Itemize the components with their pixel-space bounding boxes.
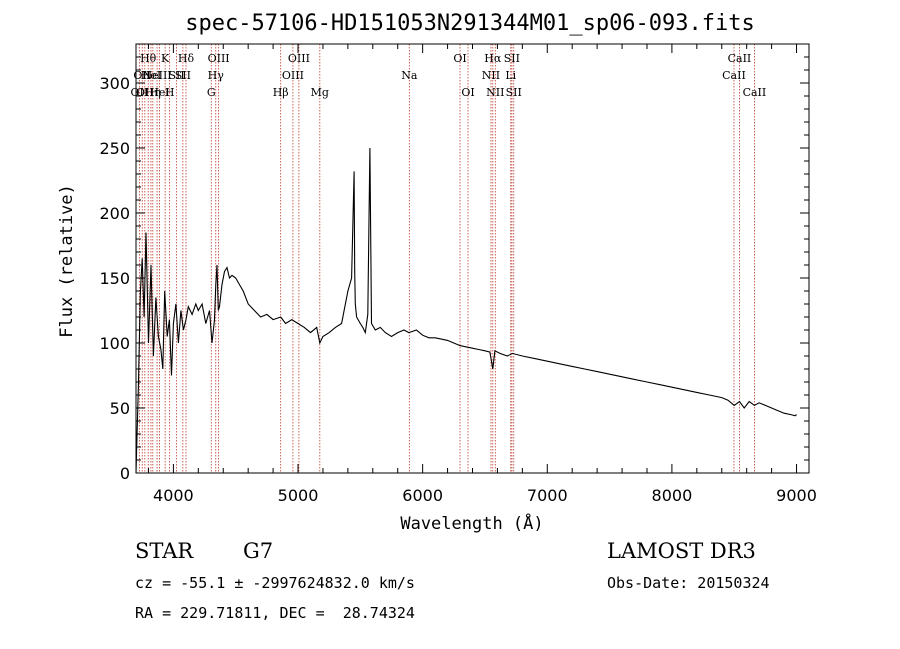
line-label: HeI bbox=[141, 69, 161, 82]
line-label: OI bbox=[461, 86, 474, 99]
line-label: SII bbox=[504, 52, 520, 65]
line-label: CaII bbox=[728, 52, 752, 65]
y-tick-label: 300 bbox=[99, 74, 130, 93]
y-axis-ticks: 0 50 100 150 200 250 300 bbox=[99, 56, 809, 483]
line-label: Hδ bbox=[178, 52, 195, 65]
y-tick-label: 250 bbox=[99, 139, 130, 158]
coordinates: RA = 229.71811, DEC = 28.74324 bbox=[135, 604, 415, 622]
x-tick-label: 7000 bbox=[527, 486, 568, 505]
line-label: NeIII bbox=[142, 69, 171, 82]
line-label: H bbox=[165, 86, 175, 99]
x-axis-label: Wavelength (Å) bbox=[400, 512, 543, 534]
x-tick-label: 9000 bbox=[776, 486, 817, 505]
line-label: Na bbox=[401, 69, 418, 82]
y-axis-label: Flux (relative) bbox=[57, 184, 77, 338]
y-tick-label: 50 bbox=[110, 399, 130, 418]
survey-name: LAMOST DR3 bbox=[607, 539, 756, 563]
object-class: STAR bbox=[135, 539, 194, 563]
line-label: CaII bbox=[722, 69, 746, 82]
x-axis-ticks: 4000 5000 6000 7000 8000 9000 bbox=[147, 44, 817, 505]
x-tick-label: 6000 bbox=[402, 486, 443, 505]
plot-frame bbox=[135, 43, 810, 474]
line-label: OIII bbox=[282, 69, 304, 82]
line-label: Hγ bbox=[208, 69, 225, 82]
y-tick-label: 100 bbox=[99, 334, 130, 353]
line-label: CaII bbox=[743, 86, 767, 99]
y-tick-label: 200 bbox=[99, 204, 130, 223]
line-label: Hβ bbox=[273, 86, 289, 99]
line-label: Li bbox=[505, 69, 516, 82]
y-tick-label: 150 bbox=[99, 269, 130, 288]
line-label: OII bbox=[133, 69, 151, 82]
object-subclass: G7 bbox=[243, 539, 274, 563]
line-label: Hα bbox=[484, 52, 502, 65]
x-tick-label: 4000 bbox=[153, 486, 194, 505]
y-tick-label: 0 bbox=[120, 464, 130, 483]
line-label: OII bbox=[131, 86, 149, 99]
emission-line-labels: OIIOIIOIIHθHeIHηNeIIIHeIKHSIIHδSIIGHγOII… bbox=[131, 52, 767, 99]
obs-date: Obs-Date: 20150324 bbox=[607, 574, 770, 592]
line-label: Mg bbox=[311, 86, 329, 99]
line-label: SII bbox=[506, 86, 522, 99]
x-tick-label: 8000 bbox=[652, 486, 693, 505]
line-label: SII bbox=[175, 69, 191, 82]
line-label: K bbox=[161, 52, 170, 65]
line-label: NII bbox=[486, 86, 504, 99]
line-label: HeI bbox=[149, 86, 169, 99]
redshift-line: cz = -55.1 ± -2997624832.0 km/s bbox=[135, 574, 415, 592]
spectrum-line bbox=[135, 147, 797, 474]
emission-line-markers bbox=[138, 44, 755, 473]
chart-title: spec-57106-HD151053N291344M01_sp06-093.f… bbox=[185, 11, 755, 36]
line-label: OI bbox=[453, 52, 466, 65]
line-label: OIII bbox=[208, 52, 230, 65]
line-label: OIII bbox=[288, 52, 310, 65]
line-label: Hη bbox=[145, 86, 161, 99]
line-label: NII bbox=[482, 69, 500, 82]
line-label: SII bbox=[169, 69, 185, 82]
line-label: G bbox=[207, 86, 216, 99]
line-label: Hθ bbox=[140, 52, 157, 65]
x-tick-label: 5000 bbox=[278, 486, 319, 505]
